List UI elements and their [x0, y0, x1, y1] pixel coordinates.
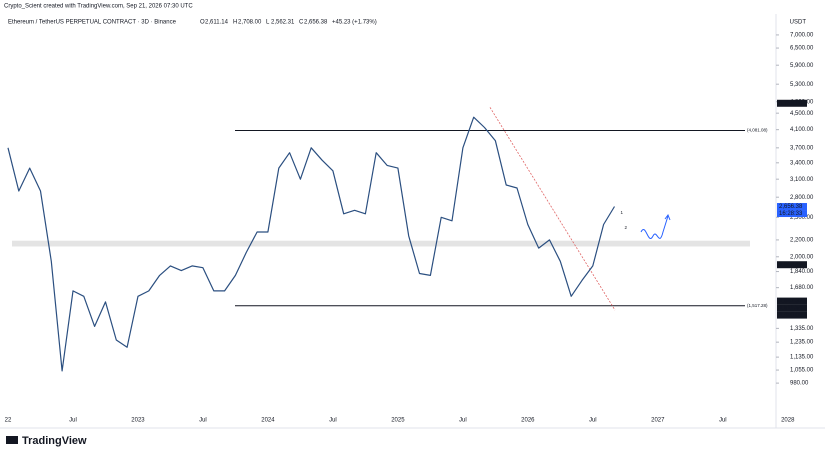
projection-arrow — [664, 213, 671, 221]
ohlc-key: O — [200, 20, 205, 26]
logo: TradingView — [6, 435, 87, 447]
price-label: 1,912.48 — [779, 262, 803, 268]
y-tick-label: 2,000.00 — [790, 254, 814, 260]
ohlc-value: 2,708.00 — [238, 20, 262, 26]
x-tick-label: 2023 — [131, 418, 145, 424]
y-tick-label: 6,500.00 — [790, 46, 814, 52]
y-tick-label: 980.00 — [790, 381, 809, 387]
ohlc-key: L — [266, 20, 270, 26]
y-tick-label: 5,900.00 — [790, 63, 814, 69]
countdown-box — [777, 210, 807, 218]
x-tick-label: Jul — [459, 418, 467, 424]
logo-icon — [6, 436, 18, 444]
price-label-box — [777, 261, 807, 269]
annotation: 1 — [620, 210, 623, 215]
x-tick-label: Jul — [719, 418, 727, 424]
y-tick-label: 5,300.00 — [790, 82, 814, 88]
y-tick-label: 1,135.00 — [790, 355, 814, 361]
y-tick-label: 4,100.00 — [790, 127, 814, 133]
x-tick-label: Jul — [69, 418, 77, 424]
y-tick-label: 7,000.00 — [790, 33, 814, 39]
y-tick-label: 4,500.00 — [790, 111, 814, 117]
support-zone — [12, 240, 750, 247]
x-tick-label: Jul — [589, 418, 597, 424]
y-tick-label: 1,840.00 — [790, 269, 814, 275]
y-tick-label: 2,200.00 — [790, 237, 814, 243]
x-tick-label: Jul — [329, 418, 337, 424]
price-line — [7, 116, 616, 372]
y-tick-label: 2,500.00 — [790, 215, 814, 221]
price-label: 1,557.32 — [779, 299, 803, 305]
y-tick-label: 3,400.00 — [790, 160, 814, 166]
price-label: 1,511.54 — [779, 306, 803, 312]
y-tick-label: 1,335.00 — [790, 326, 814, 332]
y-tick-label: 3,100.00 — [790, 177, 814, 183]
y-tick-label: 1,235.00 — [790, 340, 814, 346]
countdown: 16:28:33 — [779, 211, 803, 217]
price-label-box — [777, 304, 807, 312]
y-tick-label: 2,800.00 — [790, 195, 814, 201]
price-label-box — [777, 99, 807, 107]
change: +45.23 (+1.73%) — [332, 20, 377, 26]
annotation: 2 — [624, 225, 627, 230]
y-tick-label: 1,055.00 — [790, 368, 814, 374]
y-tick-label: 3,700.00 — [790, 145, 814, 151]
x-tick-label: Jul — [199, 418, 207, 424]
ohlc-value: 2,611.14 — [205, 20, 229, 26]
chart-title: Ethereum / TetherUS PERPETUAL CONTRACT ·… — [8, 20, 177, 26]
price-label-box — [777, 203, 807, 211]
credit: Crypto_Scient created with TradingView.c… — [4, 4, 193, 10]
price-label-box — [777, 311, 807, 319]
level-label: (4,081.08) — [747, 128, 768, 133]
level-label: (1,517.28) — [747, 303, 768, 308]
price-label: 2,656.38 — [779, 204, 803, 210]
projection-path — [640, 215, 669, 239]
x-tick-label: 2026 — [521, 418, 535, 424]
logo-text: TradingView — [22, 435, 87, 447]
y-axis-label: USDT — [790, 20, 807, 26]
price-label-box — [777, 297, 807, 305]
ohlc-value: 2,656.38 — [304, 20, 328, 26]
ohlc-key: C — [299, 20, 304, 26]
price-label: 1,450.05 — [779, 313, 803, 319]
x-tick-label: 2025 — [391, 418, 405, 424]
price-label: 4,758.68 — [779, 101, 803, 107]
x-tick-label: 2027 — [651, 418, 665, 424]
x-tick-label: 2024 — [261, 418, 275, 424]
trendline — [489, 107, 616, 311]
x-tick-label: 2028 — [781, 418, 795, 424]
x-tick-label: 22 — [5, 418, 12, 424]
y-tick-label: 1,680.00 — [790, 285, 814, 291]
ohlc-key: H — [233, 20, 237, 26]
ohlc-value: 2,562.31 — [271, 20, 295, 26]
